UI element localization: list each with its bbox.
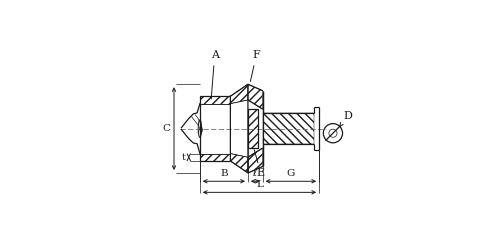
Bar (200, 154, 230, 161)
Bar (200, 96, 230, 104)
Bar (262, 113, 314, 144)
Text: E: E (254, 150, 265, 178)
Text: D: D (340, 111, 352, 126)
Text: C: C (162, 124, 170, 133)
Text: A: A (210, 50, 218, 99)
Text: G: G (286, 169, 295, 178)
Text: B: B (220, 169, 228, 178)
Text: $\ell$: $\ell$ (252, 166, 258, 178)
Text: t: t (182, 153, 186, 162)
Text: F: F (250, 50, 260, 82)
Bar (248, 109, 258, 148)
Text: L: L (256, 180, 263, 189)
